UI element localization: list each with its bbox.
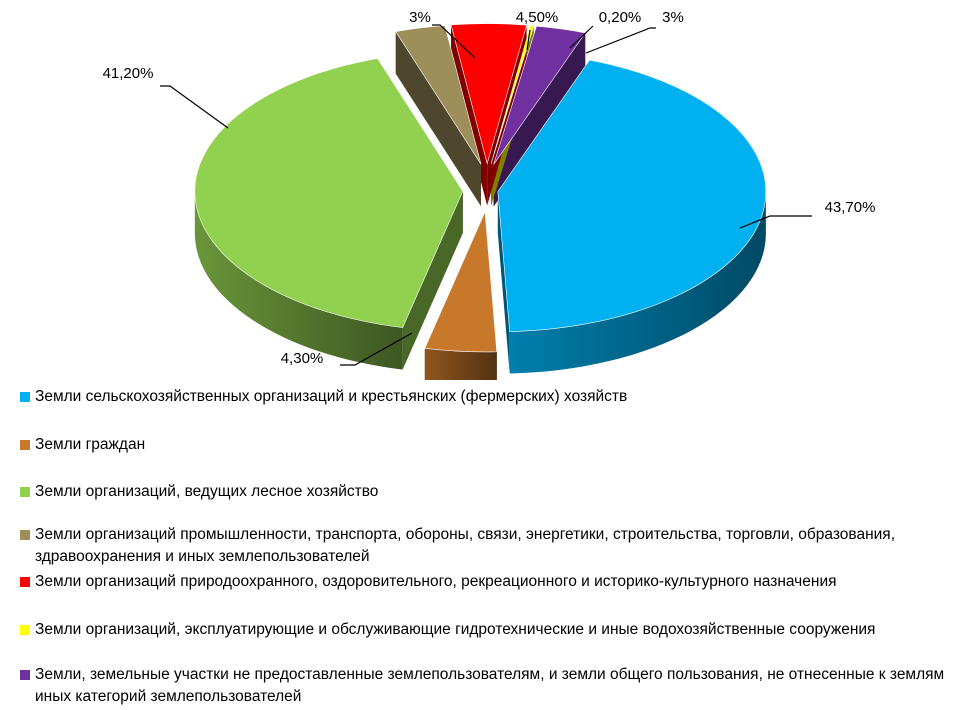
pie-chart: 43,70% 4,30% 41,20% 3% 4,50% 0,20% 3% xyxy=(103,9,876,380)
data-label-4: 3% xyxy=(409,9,431,26)
pie-side-1 xyxy=(509,191,766,374)
legend-swatch-2 xyxy=(20,440,30,450)
legend-item-7: Земли, земельные участки не предоставлен… xyxy=(20,664,970,708)
pie-edge-7-1 xyxy=(493,32,586,207)
data-label-3: 41,20% xyxy=(103,65,154,82)
data-label-2: 4,30% xyxy=(281,350,324,367)
leader-line-7 xyxy=(585,27,656,54)
legend-label-3: Земли организаций, ведущих лесное хозяйс… xyxy=(35,483,379,500)
leader-line-5 xyxy=(526,29,531,51)
leader-lines xyxy=(160,24,812,366)
pie-side-3 xyxy=(194,191,403,370)
data-label-1: 43,70% xyxy=(825,199,876,216)
legend-label-1: Земли сельскохозяйственных организаций и… xyxy=(35,388,628,405)
data-label-5: 4,50% xyxy=(516,9,559,26)
legend-swatch-1 xyxy=(20,392,30,402)
legend-swatch-6 xyxy=(20,625,30,635)
pie-slice-1 xyxy=(497,59,767,332)
legend-swatch-3 xyxy=(20,487,30,497)
legend-item-4: Земли организаций промышленности, трансп… xyxy=(20,524,970,568)
legend-item-2: Земли граждан xyxy=(20,434,970,456)
legend-item-1: Земли сельскохозяйственных организаций и… xyxy=(20,386,970,408)
pie-slice-4 xyxy=(395,25,482,165)
pie-slice-5 xyxy=(450,23,528,165)
legend-label-5: Земли организаций природоохранного, оздо… xyxy=(35,573,837,590)
leader-line-2 xyxy=(340,332,413,366)
leader-line-4 xyxy=(432,24,476,59)
leader-line-1 xyxy=(739,215,812,229)
pie-edge-5-1 xyxy=(487,25,527,206)
data-label-6: 0,20% xyxy=(599,9,642,26)
legend-swatch-7 xyxy=(20,670,30,680)
pie-side-2 xyxy=(424,348,497,380)
leader-line-3 xyxy=(160,85,229,129)
legend-item-5: Земли организаций природоохранного, оздо… xyxy=(20,571,970,593)
pie-slice-2 xyxy=(424,211,498,353)
legend-label-7: Земли, земельные участки не предоставлен… xyxy=(35,666,945,705)
legend-swatch-4 xyxy=(20,530,30,540)
legend-label-4: Земли организаций промышленности, трансп… xyxy=(35,526,896,565)
pie-edge-1-1 xyxy=(497,191,510,374)
legend-label-6: Земли организаций, эксплуатирующие и обс… xyxy=(35,621,876,638)
data-labels: 43,70% 4,30% 41,20% 3% 4,50% 0,20% 3% xyxy=(103,9,876,367)
pie-slices xyxy=(194,23,767,353)
legend-label-2: Земли граждан xyxy=(35,436,146,453)
pie-slice-3 xyxy=(194,58,464,328)
legend-item-3: Земли организаций, ведущих лесное хозяйс… xyxy=(20,481,970,503)
pie-edge-4-0 xyxy=(395,31,481,207)
legend-item-6: Земли организаций, эксплуатирующие и обс… xyxy=(20,619,970,641)
data-label-7: 3% xyxy=(662,9,684,26)
pie-slice-6 xyxy=(490,25,535,165)
legend-swatch-5 xyxy=(20,577,30,587)
pie-edge-3-0 xyxy=(402,191,463,370)
leader-line-6 xyxy=(569,25,594,49)
